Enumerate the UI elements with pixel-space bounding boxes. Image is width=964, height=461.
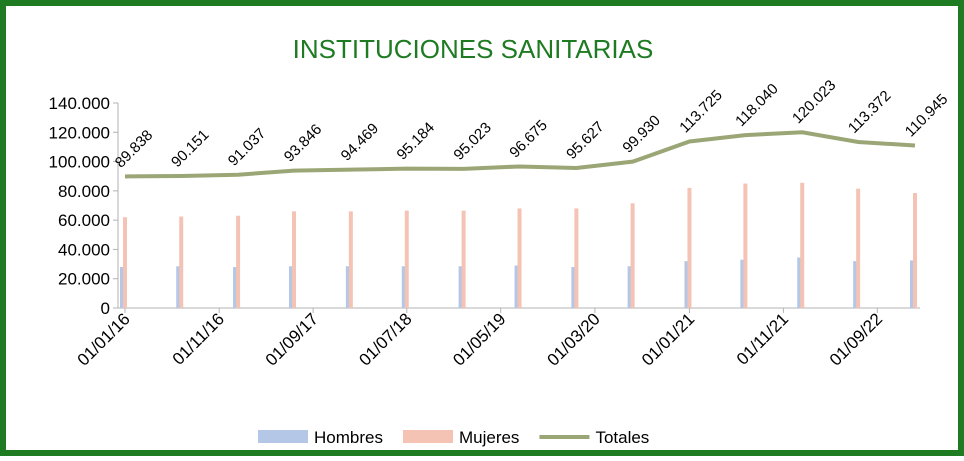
y-tick-label: 100.000 — [49, 153, 110, 172]
chart-title: INSTITUCIONES SANITARIAS — [293, 34, 654, 64]
bar — [236, 215, 241, 308]
bar — [743, 183, 748, 308]
bar — [687, 187, 692, 308]
bar — [797, 257, 802, 308]
bar — [571, 267, 576, 308]
bar — [401, 266, 406, 308]
y-tick-label: 0 — [101, 299, 110, 318]
legend-label: Totales — [595, 428, 649, 447]
bar — [856, 188, 861, 308]
bar — [461, 210, 466, 308]
y-tick-label: 40.000 — [58, 240, 110, 259]
bar — [404, 210, 409, 308]
line — [124, 130, 916, 179]
bar — [574, 208, 579, 308]
bar — [913, 193, 917, 308]
y-tick-label: 60.000 — [58, 211, 110, 230]
bar — [179, 216, 184, 308]
bar — [627, 266, 632, 308]
bar — [517, 208, 522, 308]
bar — [123, 217, 127, 308]
bar — [853, 261, 858, 308]
bar — [348, 211, 353, 308]
bar — [684, 261, 689, 308]
bar — [458, 266, 463, 308]
legend-label: Hombres — [314, 428, 383, 447]
y-tick-label: 140.000 — [49, 94, 110, 113]
bar — [176, 266, 181, 308]
bar — [291, 211, 296, 308]
bar — [630, 203, 635, 308]
y-tick-label: 80.000 — [58, 182, 110, 201]
bar — [740, 259, 745, 308]
bar — [345, 266, 350, 308]
bar — [910, 260, 914, 308]
bar — [514, 265, 519, 308]
legend-swatch — [258, 430, 308, 443]
bar — [120, 267, 124, 308]
bar — [800, 182, 805, 308]
legend-label: Mujeres — [459, 428, 519, 447]
y-tick-label: 120.000 — [49, 123, 110, 142]
y-tick-label: 20.000 — [58, 270, 110, 289]
legend-swatch — [402, 430, 453, 443]
bar — [288, 266, 293, 308]
bar — [233, 267, 238, 308]
